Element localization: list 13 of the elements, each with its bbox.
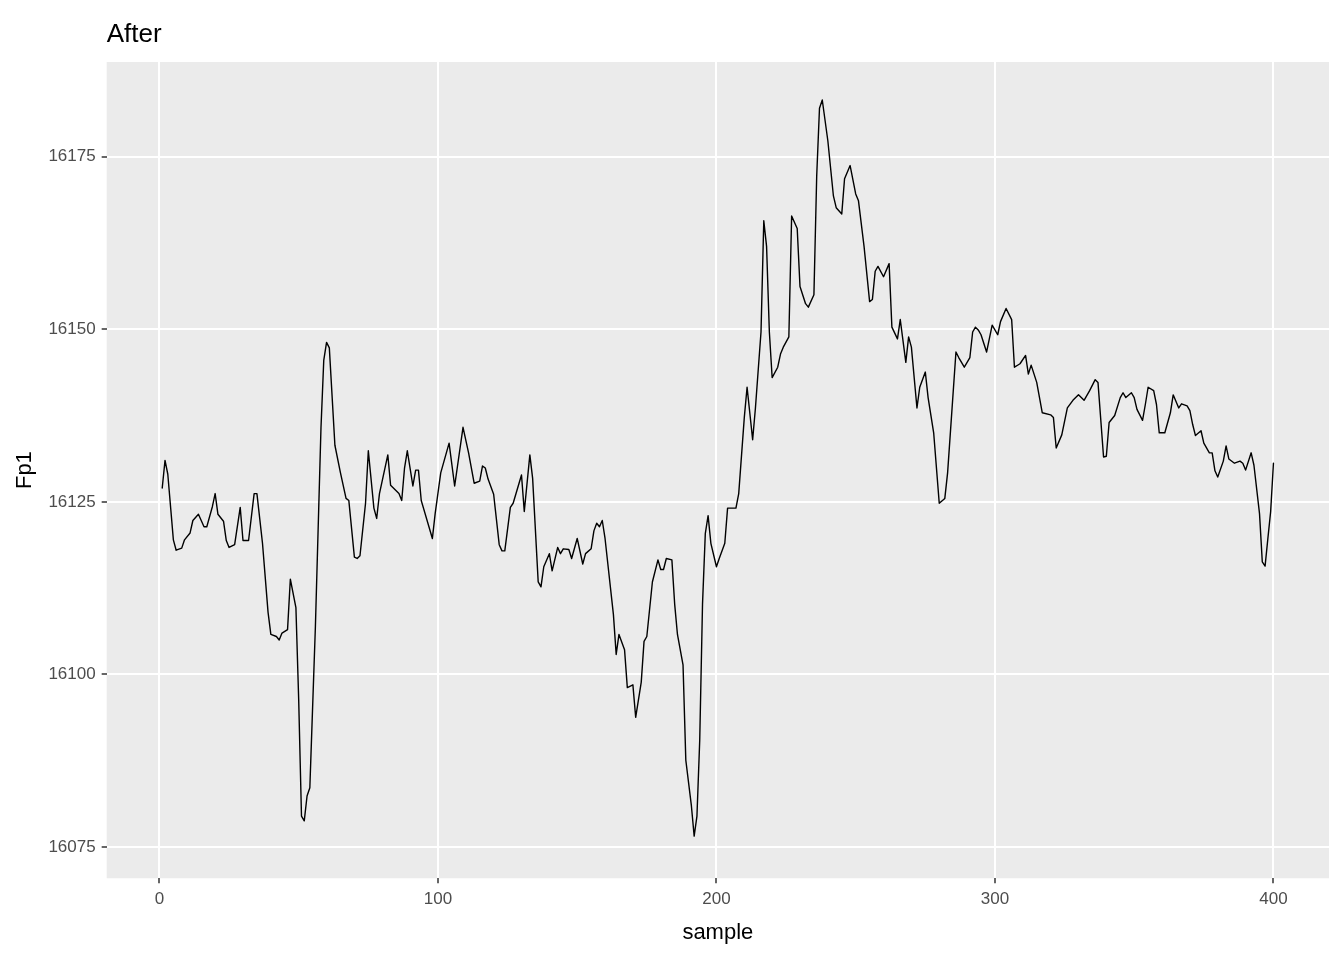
x-tick-label: 0 <box>154 889 165 909</box>
x-tick-label: 300 <box>980 889 1010 909</box>
y-tick-label: 16175 <box>48 146 96 166</box>
y-tick-label: 16100 <box>48 664 96 684</box>
y-tick-label: 16075 <box>48 836 96 856</box>
x-tick-label: 100 <box>423 889 453 909</box>
chart-title: After <box>106 18 162 48</box>
y-tick-label: 16125 <box>48 491 96 511</box>
y-axis-title: Fp1 <box>11 451 37 490</box>
x-axis-title: sample <box>682 918 754 944</box>
y-tick-label: 16150 <box>48 318 96 338</box>
x-tick-label: 400 <box>1259 889 1288 909</box>
x-tick-label: 200 <box>702 889 731 909</box>
